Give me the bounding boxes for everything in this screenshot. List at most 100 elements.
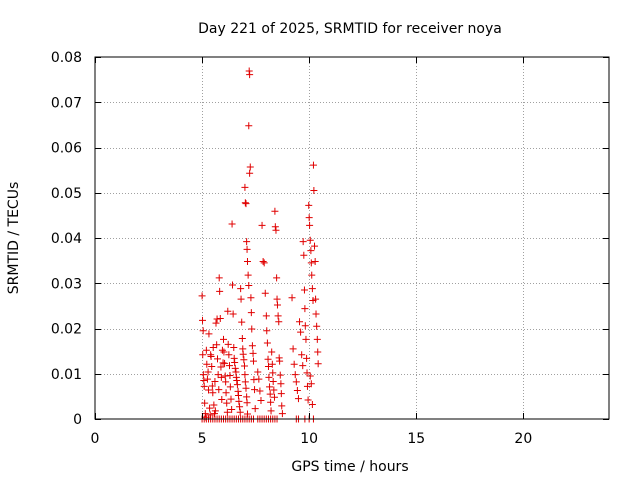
data-point bbox=[245, 282, 253, 290]
data-point bbox=[256, 387, 264, 395]
data-point bbox=[237, 285, 245, 293]
y-tick-label: 0.08 bbox=[51, 50, 82, 66]
data-point bbox=[291, 371, 299, 379]
data-point bbox=[309, 161, 317, 169]
data-point bbox=[306, 372, 314, 380]
data-point bbox=[305, 214, 313, 222]
data-point bbox=[243, 258, 251, 266]
data-point bbox=[296, 318, 304, 326]
data-point bbox=[307, 259, 315, 267]
data-point bbox=[272, 226, 280, 234]
data-point bbox=[221, 359, 229, 367]
data-point bbox=[297, 328, 305, 336]
data-point bbox=[241, 183, 249, 191]
data-point bbox=[276, 357, 284, 365]
y-tick-label: 0.04 bbox=[51, 231, 82, 247]
data-point bbox=[203, 375, 211, 383]
data-point bbox=[300, 251, 308, 259]
data-point bbox=[269, 377, 277, 385]
data-point bbox=[205, 386, 213, 394]
chart-title: Day 221 of 2025, SRMTID for receiver noy… bbox=[198, 21, 502, 37]
data-point bbox=[200, 377, 208, 385]
data-point bbox=[249, 357, 257, 365]
data-point bbox=[220, 335, 227, 343]
data-point bbox=[266, 383, 274, 391]
data-point bbox=[217, 373, 225, 381]
data-point bbox=[303, 382, 311, 390]
data-point bbox=[255, 375, 263, 383]
data-point bbox=[265, 373, 273, 381]
data-point bbox=[298, 351, 306, 359]
data-point bbox=[299, 238, 307, 246]
data-point bbox=[275, 318, 283, 326]
data-point bbox=[242, 384, 250, 392]
data-point bbox=[213, 341, 221, 349]
data-point bbox=[208, 363, 216, 371]
data-point bbox=[226, 383, 234, 391]
y-tick-label: 0 bbox=[73, 412, 82, 428]
x-tick-label: 0 bbox=[91, 431, 100, 447]
data-point bbox=[243, 245, 251, 253]
data-point bbox=[227, 395, 235, 403]
data-point bbox=[273, 295, 281, 303]
x-tick-label: 20 bbox=[514, 431, 532, 447]
data-point bbox=[226, 372, 234, 380]
data-point bbox=[264, 355, 272, 363]
data-point bbox=[273, 301, 281, 309]
data-point bbox=[231, 358, 239, 366]
axis-ticks bbox=[95, 57, 609, 420]
data-point bbox=[257, 396, 265, 404]
data-point bbox=[242, 200, 250, 208]
data-point bbox=[260, 259, 268, 267]
data-point bbox=[247, 294, 255, 302]
data-point bbox=[208, 382, 216, 390]
data-point bbox=[313, 322, 321, 330]
data-point bbox=[251, 405, 259, 413]
data-point bbox=[292, 378, 300, 386]
data-point bbox=[251, 386, 259, 394]
data-point bbox=[268, 348, 276, 356]
data-point bbox=[311, 258, 319, 266]
x-tick-label: 10 bbox=[300, 431, 318, 447]
data-point bbox=[271, 207, 279, 215]
data-point bbox=[241, 199, 249, 207]
x-tick-label: 15 bbox=[407, 431, 425, 447]
data-point bbox=[223, 399, 231, 407]
data-point bbox=[236, 408, 244, 416]
data-point bbox=[276, 371, 284, 379]
data-point bbox=[314, 360, 322, 368]
data-point bbox=[261, 289, 269, 297]
data-point bbox=[200, 382, 208, 390]
data-point bbox=[267, 398, 275, 406]
data-point bbox=[222, 378, 230, 386]
data-point bbox=[212, 319, 220, 327]
data-point bbox=[218, 396, 226, 404]
data-point bbox=[209, 389, 217, 397]
data-point bbox=[264, 363, 272, 371]
data-point bbox=[223, 408, 231, 416]
data-point bbox=[211, 377, 219, 385]
data-point bbox=[267, 407, 275, 415]
data-point bbox=[225, 362, 233, 370]
data-point bbox=[215, 274, 223, 282]
data-point bbox=[294, 395, 302, 403]
data-point bbox=[240, 362, 248, 370]
data-point bbox=[238, 318, 246, 326]
data-point bbox=[308, 401, 316, 409]
data-point bbox=[307, 247, 315, 255]
data-point bbox=[204, 368, 212, 376]
data-point bbox=[201, 399, 209, 407]
data-point bbox=[290, 360, 298, 368]
grid-lines bbox=[95, 57, 609, 419]
data-point bbox=[299, 362, 307, 370]
data-point bbox=[231, 364, 239, 372]
data-point bbox=[301, 322, 309, 330]
data-point bbox=[263, 339, 271, 347]
data-point bbox=[217, 363, 225, 371]
data-point bbox=[228, 220, 236, 228]
x-tick-label: 5 bbox=[198, 431, 207, 447]
data-point bbox=[271, 223, 279, 231]
data-point bbox=[228, 405, 236, 413]
